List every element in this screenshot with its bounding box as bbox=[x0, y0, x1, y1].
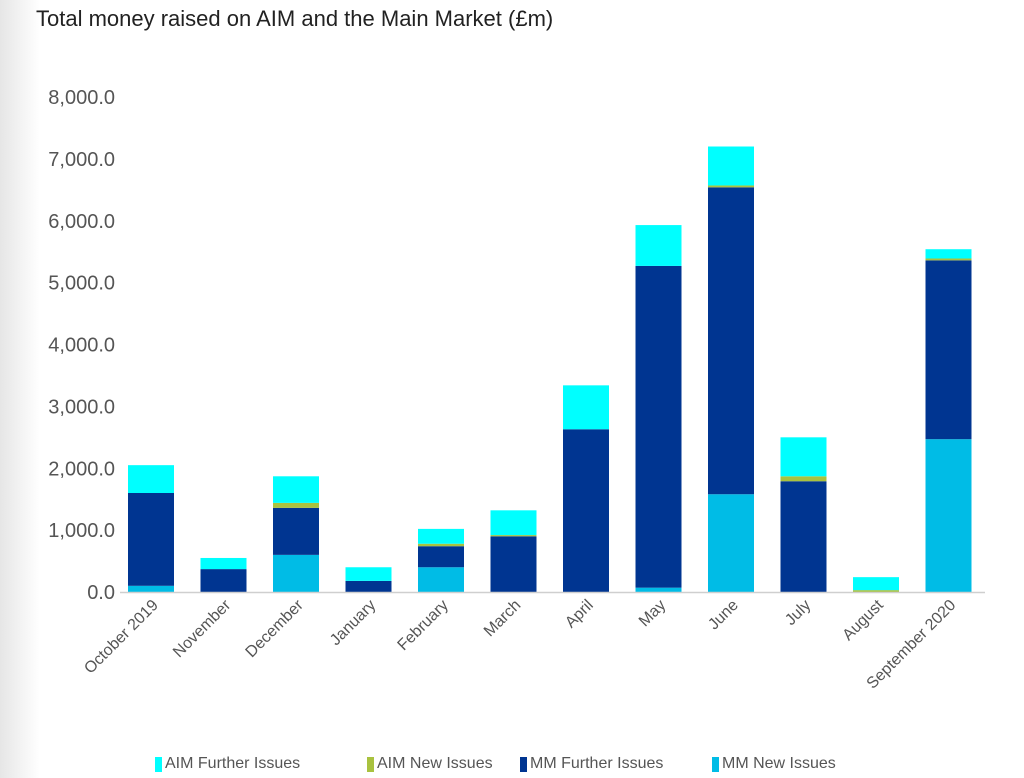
legend-item: AIM Further Issues bbox=[155, 755, 300, 773]
legend-swatch bbox=[367, 756, 374, 772]
bar-segment bbox=[635, 225, 682, 266]
legend-label: AIM New Issues bbox=[377, 755, 493, 772]
x-tick-label: May bbox=[636, 597, 669, 630]
bar-segment bbox=[780, 476, 827, 482]
y-tick-label: 4,000.0 bbox=[48, 335, 115, 357]
y-tick-label: 6,000.0 bbox=[48, 211, 115, 233]
bar-segment bbox=[200, 557, 247, 570]
bar-segment bbox=[925, 249, 972, 259]
legend-swatch bbox=[712, 756, 719, 772]
bar-segment bbox=[345, 580, 392, 592]
bar-segment bbox=[708, 185, 754, 188]
bar-segment bbox=[635, 265, 682, 588]
x-tick-label: October 2019 bbox=[81, 597, 162, 678]
bar-segment bbox=[418, 528, 464, 544]
bar-segment bbox=[490, 536, 537, 592]
legend-swatch bbox=[520, 756, 527, 772]
bar-segment bbox=[780, 437, 827, 477]
x-tick-label: April bbox=[562, 597, 597, 632]
bar-segment bbox=[200, 569, 247, 592]
bar-segment bbox=[273, 507, 319, 555]
legend-swatch bbox=[155, 756, 162, 772]
legend-label: MM Further Issues bbox=[530, 755, 664, 772]
y-tick-label: 0.0 bbox=[87, 582, 115, 604]
bar-segment bbox=[853, 590, 899, 592]
bar-segment bbox=[490, 535, 537, 537]
bar-segment bbox=[925, 260, 972, 440]
y-tick-label: 8,000.0 bbox=[48, 87, 115, 109]
bar-segment bbox=[273, 554, 319, 592]
y-tick-label: 5,000.0 bbox=[48, 273, 115, 295]
bar-segment bbox=[635, 587, 682, 592]
bar-segment bbox=[273, 502, 319, 508]
bar-segment bbox=[925, 258, 972, 261]
bar-segment bbox=[708, 146, 754, 186]
legend-label: AIM Further Issues bbox=[165, 755, 301, 772]
bar-segment bbox=[418, 567, 464, 592]
x-tick-label: February bbox=[395, 597, 452, 654]
bar-segment bbox=[418, 543, 464, 547]
page-shade bbox=[0, 0, 40, 778]
x-tick-label: January bbox=[327, 597, 379, 649]
bar-segment bbox=[708, 494, 754, 592]
x-tick-label: July bbox=[782, 597, 814, 629]
bar-segment bbox=[780, 481, 827, 592]
chart-title: Total money raised on AIM and the Main M… bbox=[36, 6, 554, 31]
x-tick-label: March bbox=[481, 597, 524, 640]
bar-segment bbox=[345, 567, 392, 581]
bar-segment bbox=[853, 577, 899, 591]
bar-segment bbox=[490, 510, 537, 536]
bar-segment bbox=[563, 385, 609, 430]
bar-segment bbox=[128, 465, 174, 493]
legend-item: MM New Issues bbox=[712, 755, 836, 773]
legend-item: AIM New Issues bbox=[367, 755, 493, 773]
legend-item: MM Further Issues bbox=[520, 755, 663, 773]
y-tick-label: 1,000.0 bbox=[48, 520, 115, 542]
bar-segment bbox=[273, 476, 319, 503]
x-tick-label: December bbox=[243, 596, 308, 661]
bar-segment bbox=[418, 546, 464, 568]
y-tick-label: 3,000.0 bbox=[48, 396, 115, 418]
chart-legend: AIM Further Issues AIM New Issues MM Furth… bbox=[0, 755, 1024, 777]
bar-segment bbox=[708, 187, 754, 495]
y-tick-label: 7,000.0 bbox=[48, 149, 115, 171]
x-tick-label: June bbox=[705, 597, 742, 634]
bar-segment bbox=[925, 439, 972, 592]
y-tick-label: 2,000.0 bbox=[48, 458, 115, 480]
x-tick-label: November bbox=[170, 596, 235, 661]
legend-label: MM New Issues bbox=[722, 755, 836, 772]
x-tick-label: August bbox=[840, 596, 888, 644]
bar-segment bbox=[128, 585, 174, 592]
bar-segment bbox=[563, 429, 609, 592]
bar-segment bbox=[128, 493, 174, 586]
